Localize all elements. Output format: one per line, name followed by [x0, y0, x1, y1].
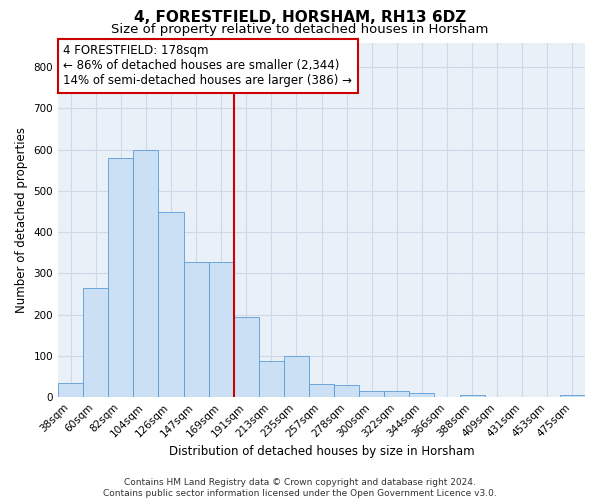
Bar: [284, 356, 309, 397]
Text: Contains HM Land Registry data © Crown copyright and database right 2024.
Contai: Contains HM Land Registry data © Crown c…: [103, 478, 497, 498]
Bar: [209, 262, 233, 397]
Bar: [560, 395, 585, 397]
Bar: [384, 392, 409, 397]
Text: 4, FORESTFIELD, HORSHAM, RH13 6DZ: 4, FORESTFIELD, HORSHAM, RH13 6DZ: [134, 10, 466, 25]
Bar: [460, 395, 485, 397]
Bar: [108, 158, 133, 397]
Bar: [259, 361, 284, 397]
Bar: [334, 385, 359, 397]
Text: 4 FORESTFIELD: 178sqm
← 86% of detached houses are smaller (2,344)
14% of semi-d: 4 FORESTFIELD: 178sqm ← 86% of detached …: [64, 44, 352, 88]
Bar: [83, 288, 108, 397]
Bar: [184, 262, 209, 397]
Bar: [409, 393, 434, 397]
Bar: [58, 383, 83, 397]
Bar: [309, 384, 334, 397]
X-axis label: Distribution of detached houses by size in Horsham: Distribution of detached houses by size …: [169, 444, 475, 458]
Bar: [359, 391, 384, 397]
Text: Size of property relative to detached houses in Horsham: Size of property relative to detached ho…: [112, 22, 488, 36]
Bar: [233, 317, 259, 397]
Bar: [133, 150, 158, 397]
Y-axis label: Number of detached properties: Number of detached properties: [15, 127, 28, 313]
Bar: [158, 212, 184, 397]
